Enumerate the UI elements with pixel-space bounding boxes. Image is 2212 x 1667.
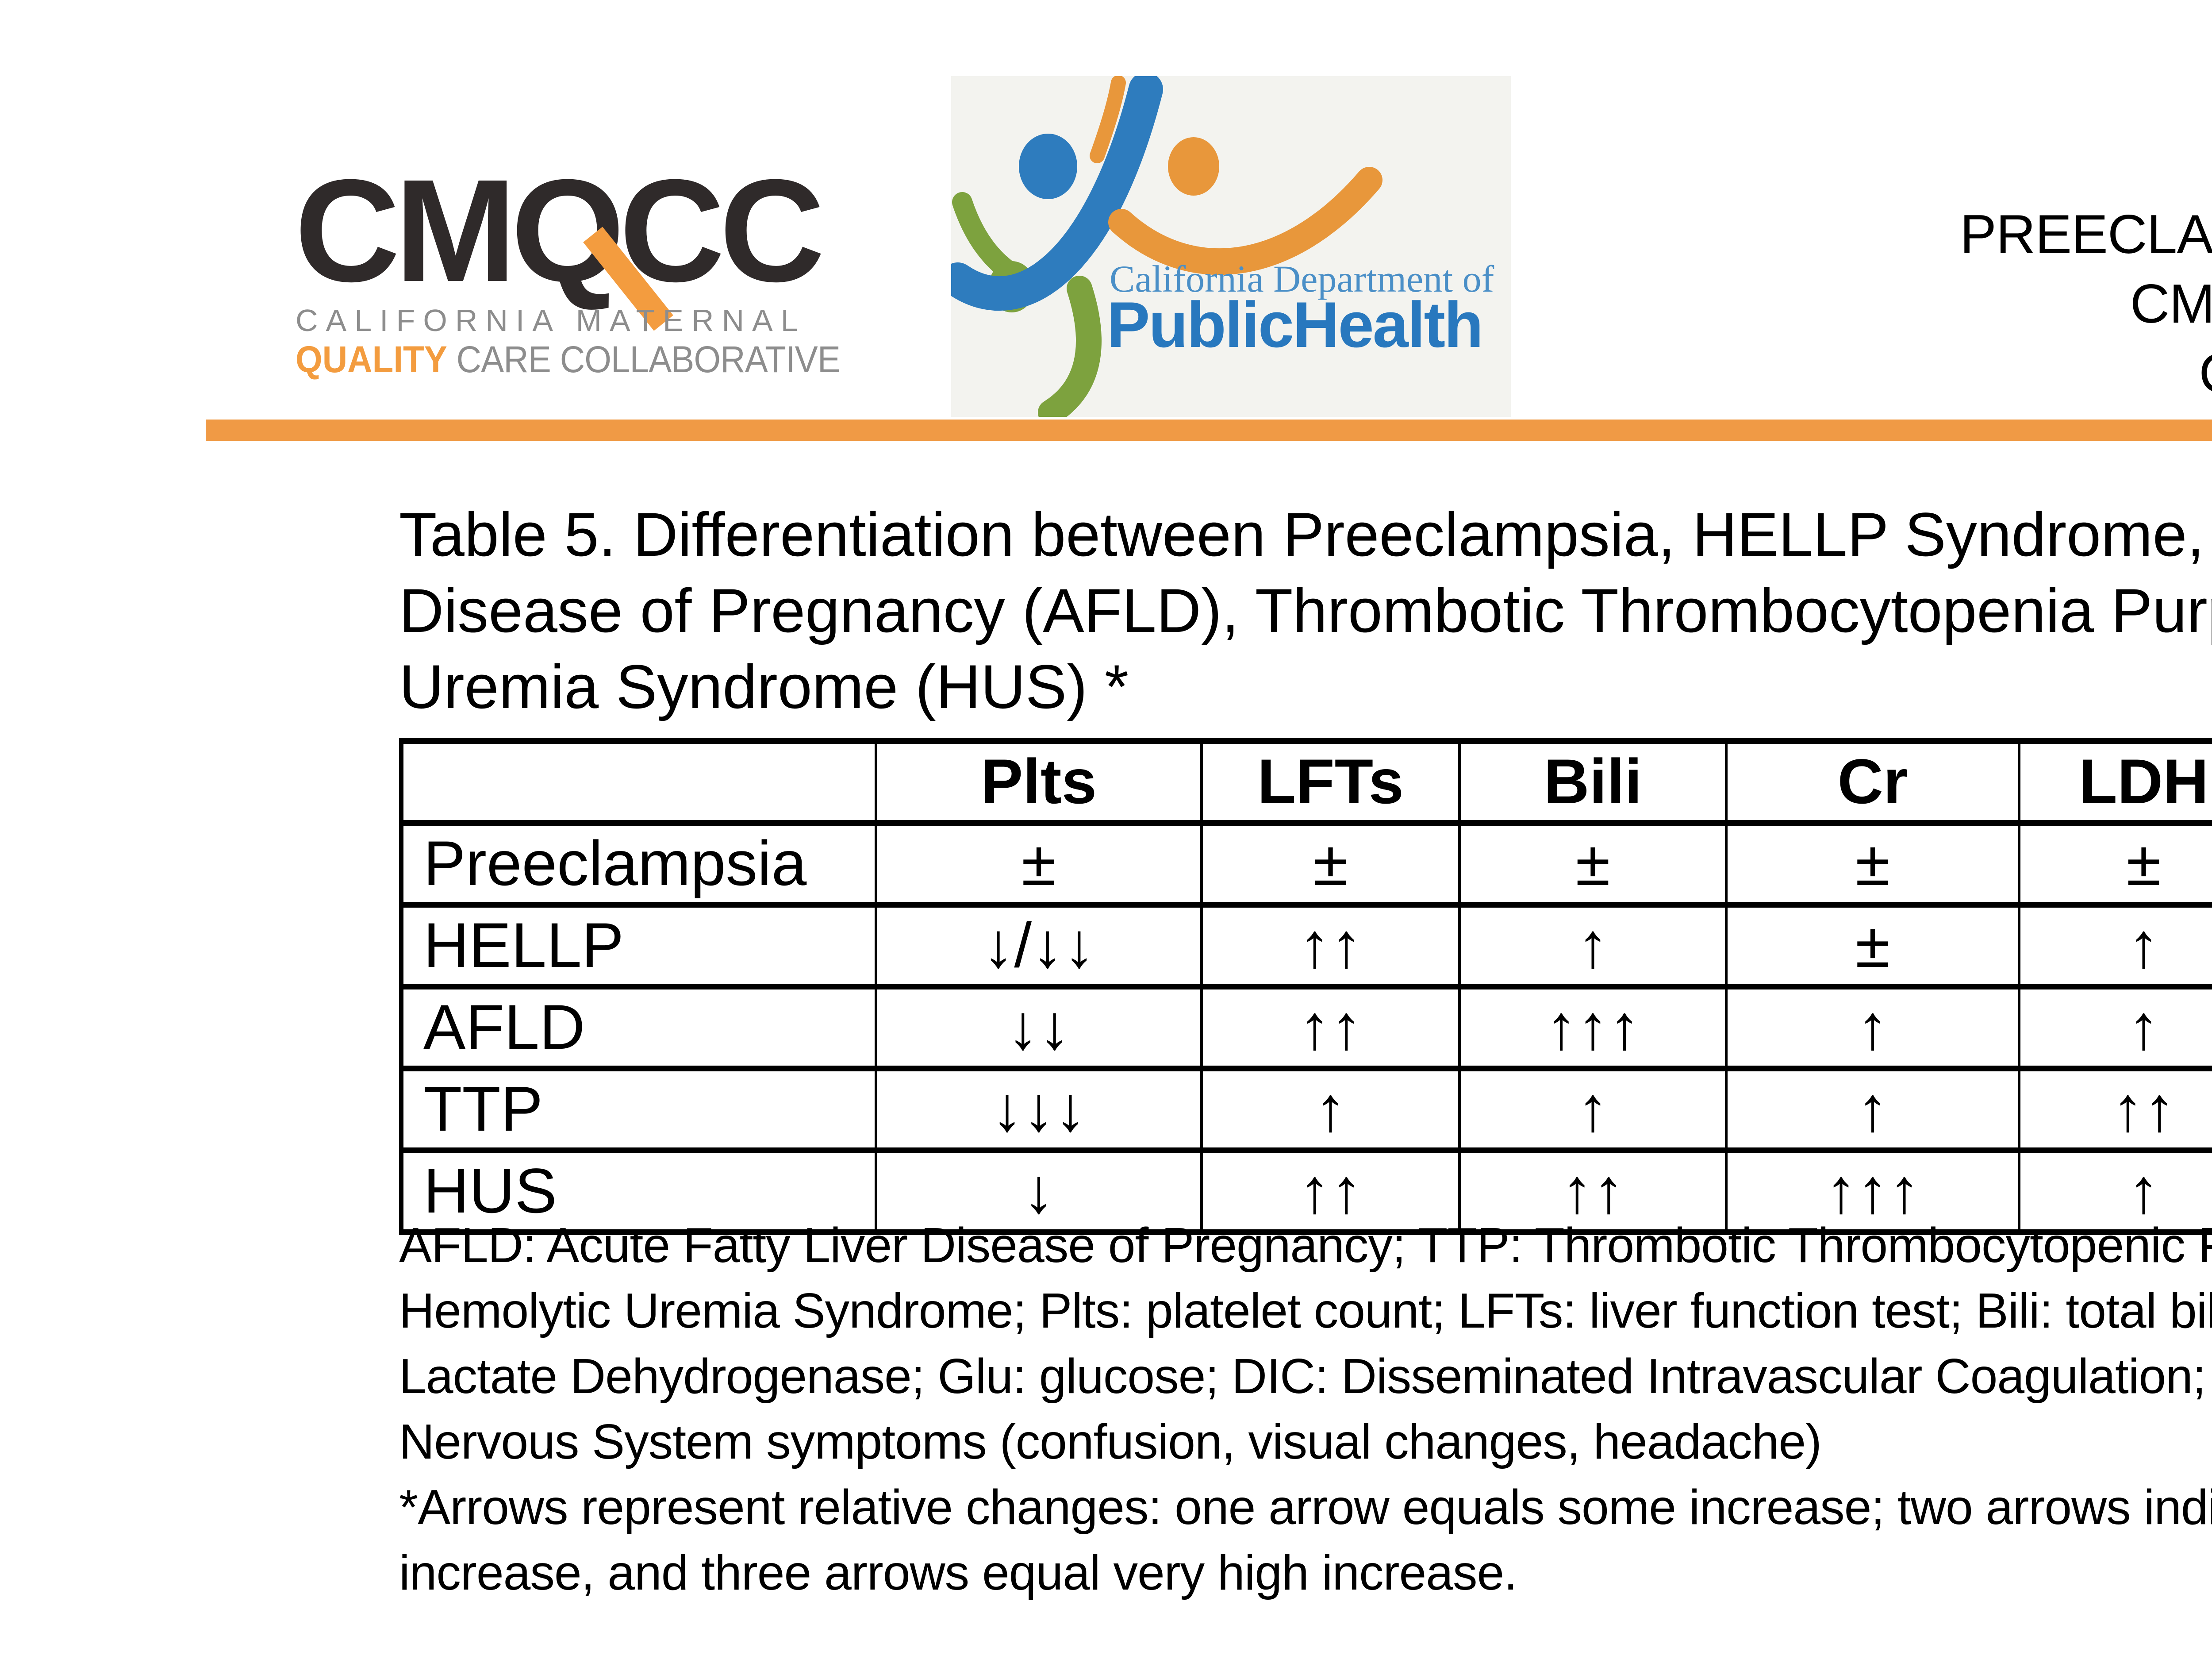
column-header-ldh: LDH xyxy=(2018,738,2212,826)
cell-value: ↓ xyxy=(875,1147,1203,1235)
footnote-line: Nervous System symptoms (confusion, visu… xyxy=(399,1414,1822,1469)
row-label: HELLP xyxy=(400,902,877,989)
cell-value: ↑↑ xyxy=(2018,1066,2212,1153)
cell-value: ↓↓ xyxy=(875,984,1203,1071)
table-header-row: Plts LFTs Bili Cr LDH Glu DIC CNS xyxy=(400,738,2212,826)
cdph-figures-icon xyxy=(951,76,1382,417)
cdph-logo: California Department of PublicHealth xyxy=(951,76,1511,417)
cmqcc-q-tail-icon xyxy=(583,227,673,331)
header-line-guidelines: PREECLAMPSIA CARE GUIDELINES AND xyxy=(1960,204,2212,265)
differentiation-table-wrapper: Plts LFTs Bili Cr LDH Glu DIC CNS Preecl… xyxy=(399,738,2212,1235)
footnote-line: Hemolytic Uremia Syndrome; Plts: platele… xyxy=(399,1283,2212,1338)
row-label: HUS xyxy=(400,1147,877,1235)
column-header-blank xyxy=(400,738,877,826)
cell-value: ↑↑↑ xyxy=(1725,1147,2020,1235)
table-row-hus: HUS ↓ ↑↑ ↑↑ ↑↑↑ ↑ → ± ± xyxy=(400,1147,2212,1235)
cell-value: ↑↑↑ xyxy=(1458,984,1728,1071)
cell-value: ± xyxy=(1725,902,2020,989)
cell-value: ↑ xyxy=(1200,1066,1461,1153)
cmqcc-logo: CMQCC CALIFORNIA MATERNAL QUALITY CARE C… xyxy=(292,149,894,399)
cell-value: ↑↑ xyxy=(1200,902,1461,989)
footnotes: AFLD: Acute Fatty Liver Disease of Pregn… xyxy=(399,1213,2212,1605)
orange-divider xyxy=(206,420,2212,441)
header-line-toolkit: CMQCC PREECLAMPSIA TOOLKIT xyxy=(2130,273,2212,335)
cell-value: ↓/↓↓ xyxy=(875,902,1203,989)
cell-value: ± xyxy=(1725,820,2020,908)
column-header-plts: Plts xyxy=(875,738,1203,826)
cmqcc-quality-label: QUALITY xyxy=(296,339,447,380)
cdph-publichealth-label: PublicHealth xyxy=(1107,289,1483,361)
cell-value: ↑ xyxy=(1725,1066,2020,1153)
cell-value: ↓↓↓ xyxy=(875,1066,1203,1153)
cell-value: ↑ xyxy=(2018,1147,2212,1235)
cmqcc-wordmark: CMQCC xyxy=(295,149,825,312)
cell-value: ↑↑ xyxy=(1200,984,1461,1071)
cell-value: ± xyxy=(875,820,1203,908)
table-title-line-1: Table 5. Differentiation between Preecla… xyxy=(399,500,2212,569)
cell-value: ± xyxy=(1200,820,1461,908)
table-title-line-3: Uremia Syndrome (HUS) * xyxy=(399,652,1129,721)
column-header-bili: Bili xyxy=(1458,738,1728,826)
footnote-line: AFLD: Acute Fatty Liver Disease of Pregn… xyxy=(399,1218,2212,1273)
differentiation-table: Plts LFTs Bili Cr LDH Glu DIC CNS Preecl… xyxy=(399,738,2212,1235)
cell-value: ↑ xyxy=(2018,984,2212,1071)
table-title: Table 5. Differentiation between Preecla… xyxy=(399,497,2212,725)
cell-value: ↑ xyxy=(1725,984,2020,1071)
table-row-afld: AFLD ↓↓ ↑↑ ↑↑↑ ↑ ↑ ↓↓↓ ↑↑↑ ± xyxy=(400,984,2212,1071)
footnote-line: *Arrows represent relative changes: one … xyxy=(399,1480,2212,1535)
cell-value: ↑ xyxy=(2018,902,2212,989)
cell-value: ↑↑ xyxy=(1200,1147,1461,1235)
cell-value: ± xyxy=(2018,820,2212,908)
cell-value: ↑↑ xyxy=(1458,1147,1728,1235)
cmqcc-tagline-quality-care: QUALITY CARE COLLABORATIVE xyxy=(296,338,841,381)
cmqcc-tagline-california-maternal: CALIFORNIA MATERNAL xyxy=(296,303,806,338)
row-label: AFLD xyxy=(400,984,877,1071)
table-row-hellp: HELLP ↓/↓↓ ↑↑ ↑ ± ↑ → ± ± xyxy=(400,902,2212,989)
table-row-ttp: TTP ↓↓↓ ↑ ↑ ↑ ↑↑ → ± ++ xyxy=(400,1066,2212,1153)
footnote-line: increase, and three arrows equal very hi… xyxy=(399,1545,1517,1600)
header-line-approved: CDPH-MCAH Approved: 12/20/13 xyxy=(1960,339,2212,408)
cmqcc-care-collaborative-label: CARE COLLABORATIVE xyxy=(447,339,841,380)
cell-value: ± xyxy=(1458,820,1728,908)
header-title-block: PREECLAMPSIA CARE GUIDELINES AND CMQCC P… xyxy=(1960,200,2212,408)
row-label: TTP xyxy=(400,1066,877,1153)
cell-value: ↑ xyxy=(1458,902,1728,989)
cdph-department-label: California Department of xyxy=(1110,258,1494,300)
table-row-preeclampsia: Preeclampsia ± ± ± ± ± → ± ± xyxy=(400,820,2212,908)
table-title-line-2: Disease of Pregnancy (AFLD), Thrombotic … xyxy=(399,576,2212,645)
column-header-cr: Cr xyxy=(1725,738,2020,826)
cell-value: ↑ xyxy=(1458,1066,1728,1153)
row-label: Preeclampsia xyxy=(400,820,877,908)
column-header-lfts: LFTs xyxy=(1200,738,1461,826)
footnote-line: Lactate Dehydrogenase; Glu: glucose; DIC… xyxy=(399,1349,2212,1404)
